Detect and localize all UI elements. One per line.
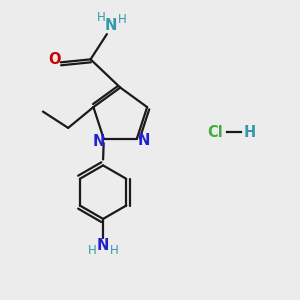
Text: H: H [110, 244, 119, 257]
Text: N: N [104, 18, 117, 33]
Text: H: H [118, 13, 127, 26]
Text: H: H [97, 11, 106, 24]
Text: H: H [243, 125, 256, 140]
Text: Cl: Cl [208, 125, 223, 140]
Text: N: N [137, 133, 150, 148]
Text: H: H [87, 244, 96, 257]
Text: O: O [48, 52, 61, 68]
Text: N: N [92, 134, 104, 148]
Text: N: N [97, 238, 109, 253]
